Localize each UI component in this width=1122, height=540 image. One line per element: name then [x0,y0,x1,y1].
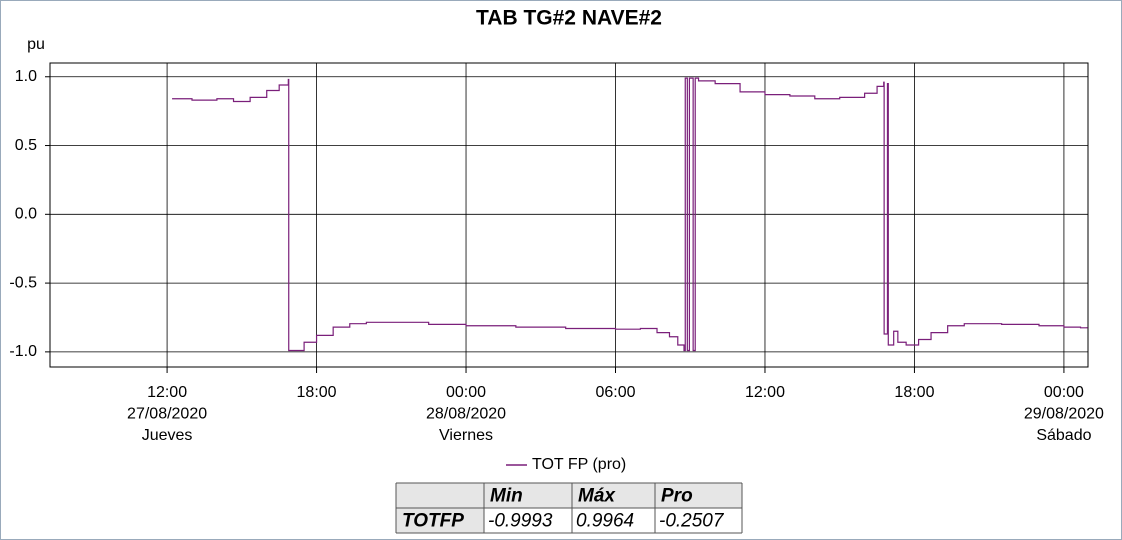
y-tick-label: -1.0 [9,343,37,360]
table-header: Min [490,486,523,507]
table-row-label: TOTFP [402,511,464,532]
legend-label: TOT FP (pro) [532,456,626,473]
x-tick-label: Viernes [439,427,493,444]
table-header: Máx [578,486,616,507]
x-tick-label: 28/08/2020 [426,406,506,423]
table-header: Pro [661,486,693,507]
y-tick-label: 0.5 [15,137,37,154]
x-tick-label: 27/08/2020 [127,406,207,423]
x-tick-label: 12:00 [147,384,187,401]
x-tick-label: 00:00 [1044,384,1084,401]
table-header-bg [396,483,742,508]
plot-area [49,62,1089,368]
x-tick-label: 06:00 [595,384,635,401]
x-tick-label: 18:00 [894,384,934,401]
y-tick-label: 0.0 [15,206,37,223]
y-tick-label: 1.0 [15,68,37,85]
x-tick-label: 29/08/2020 [1024,406,1104,423]
y-axis-label: pu [27,36,45,53]
table-cell: -0.9993 [488,511,553,532]
y-tick-label: -0.5 [9,274,37,291]
x-tick-label: 18:00 [297,384,337,401]
x-tick-label: Jueves [142,427,193,444]
x-tick-label: Sábado [1036,427,1091,444]
table-cell: 0.9964 [576,511,634,532]
x-tick-label: 12:00 [745,384,785,401]
table-cell: -0.2507 [659,511,725,532]
x-tick-label: 00:00 [446,384,486,401]
table-label-bg [396,508,484,533]
chart-title: TAB TG#2 NAVE#2 [476,7,662,30]
data-line [172,77,1088,352]
